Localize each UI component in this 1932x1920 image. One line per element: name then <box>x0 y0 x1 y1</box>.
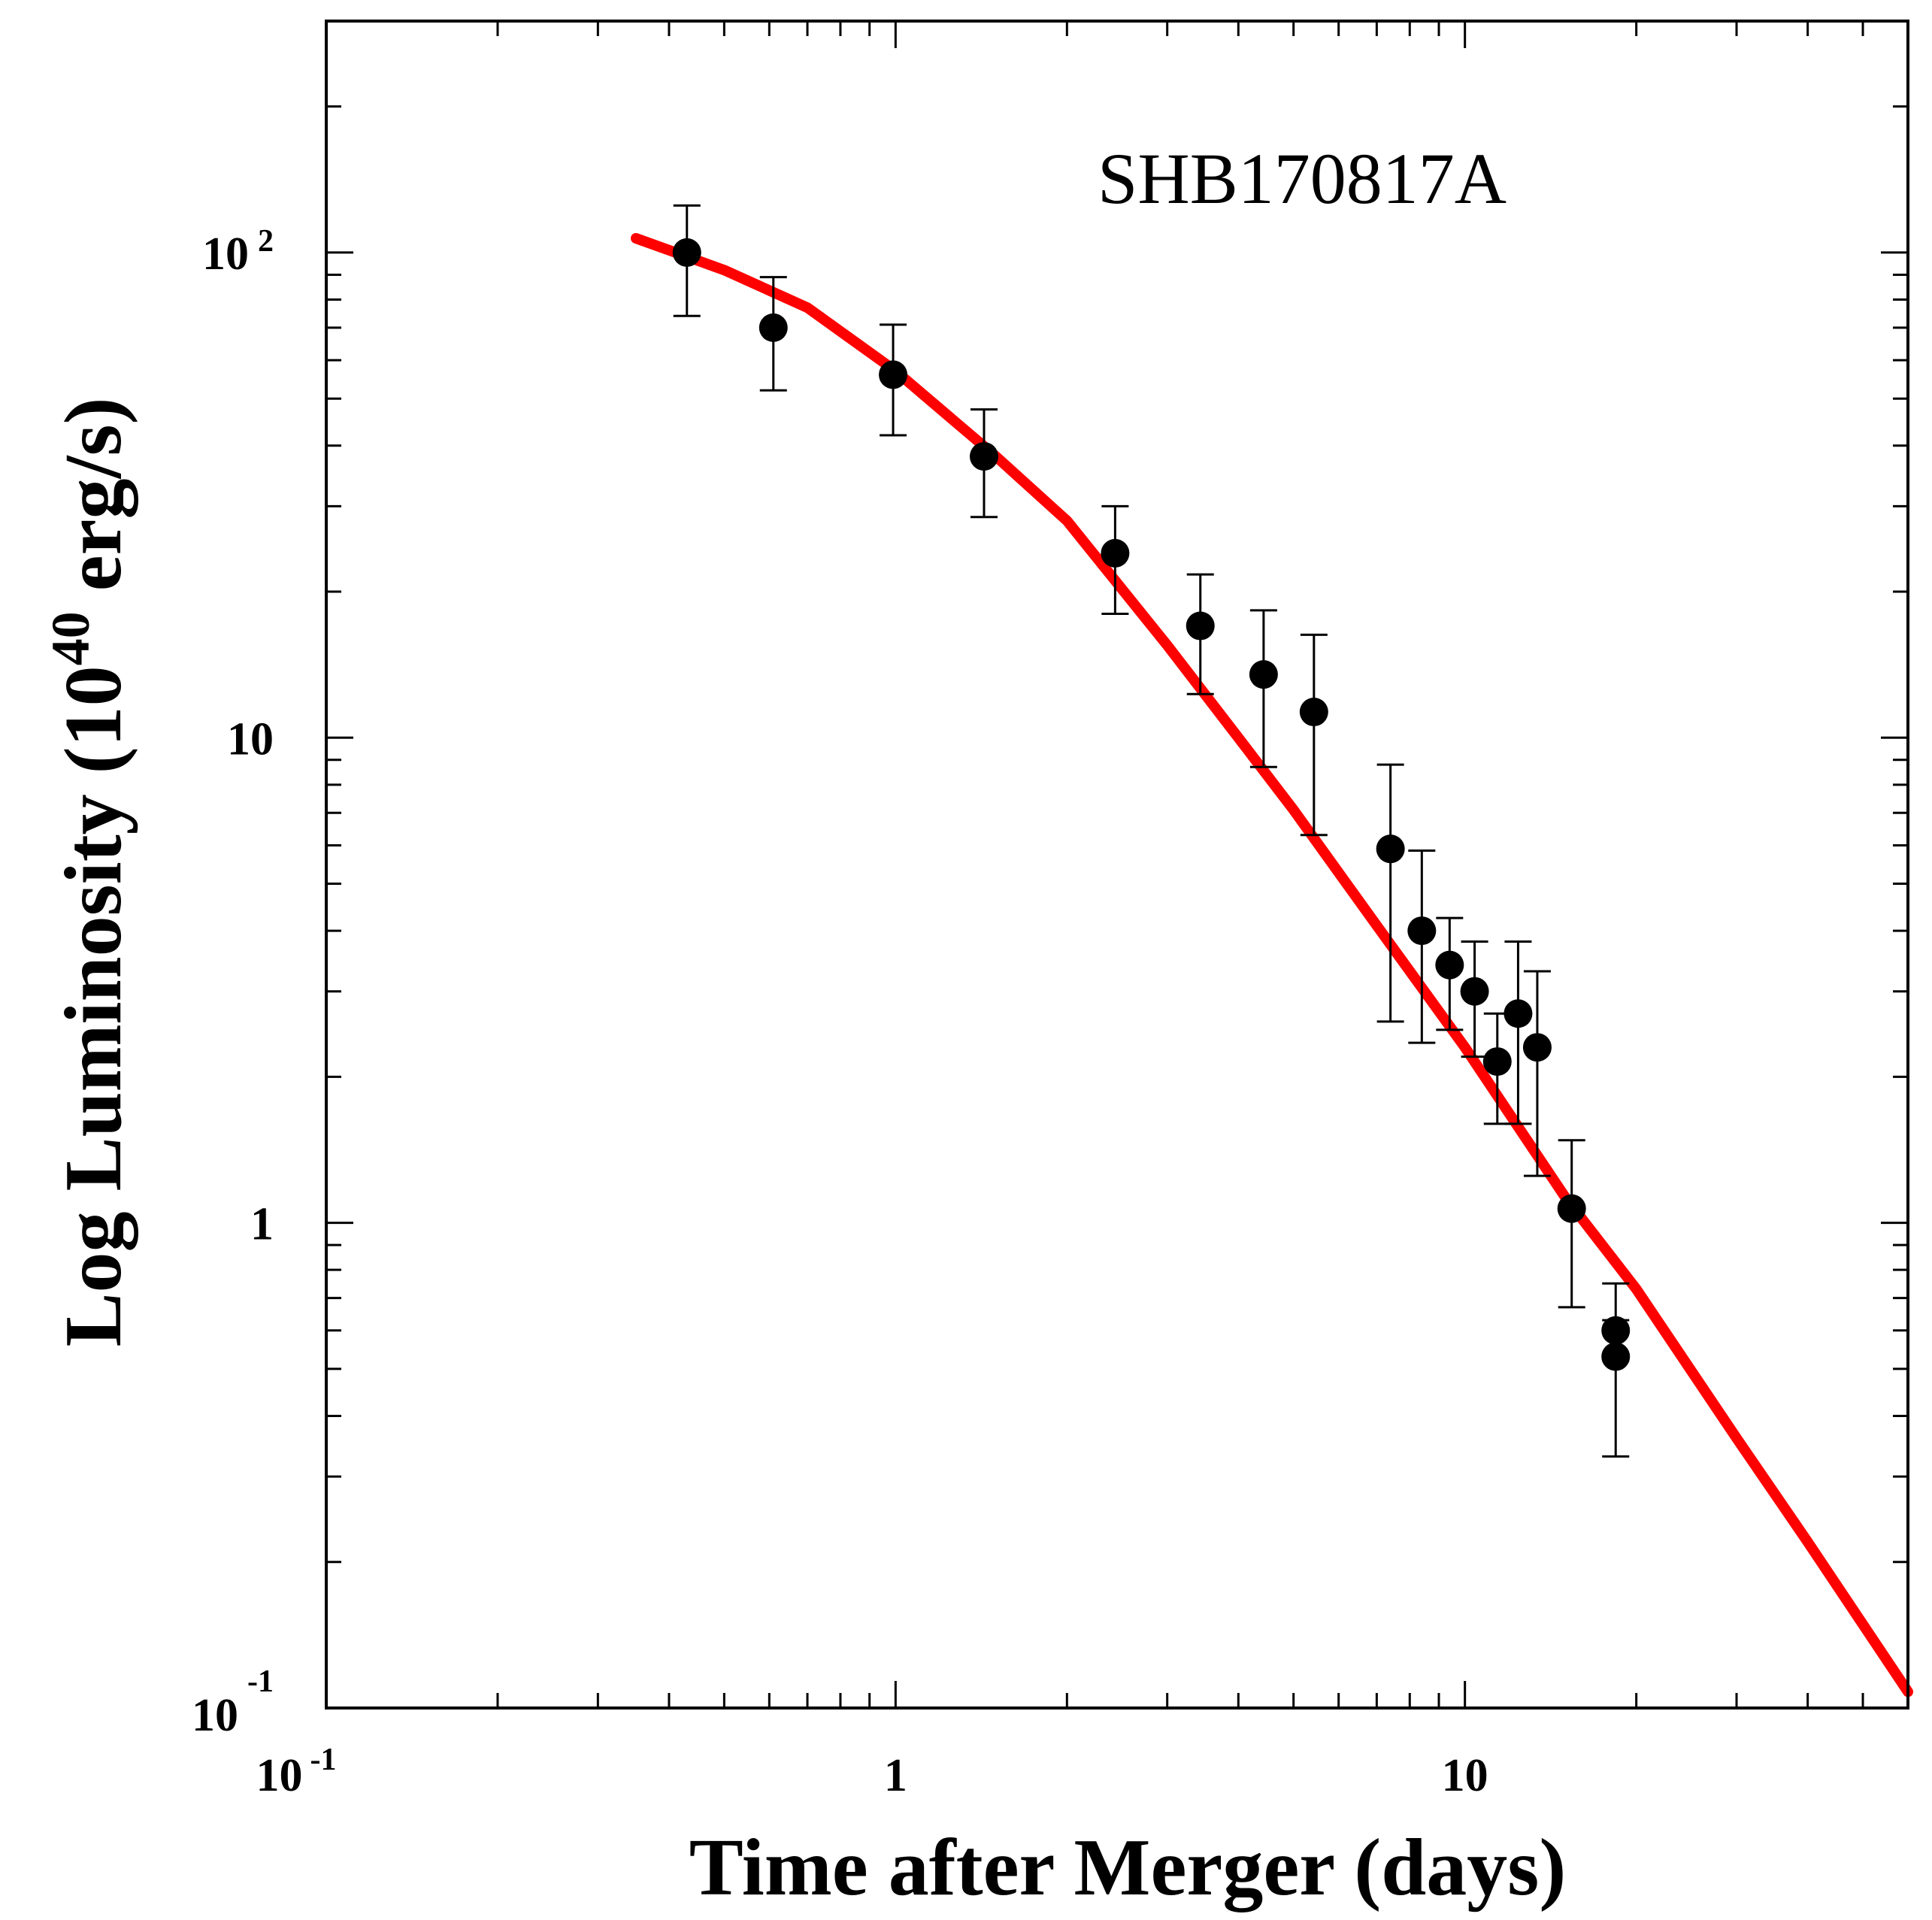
data-point <box>672 238 701 267</box>
minor-ticks <box>326 20 1909 1708</box>
data-point <box>879 360 908 389</box>
x-tick-labels: 10 -1 1 10 <box>256 1743 1488 1801</box>
data-point <box>1522 1033 1552 1062</box>
data-point <box>1376 834 1405 864</box>
y-tick-label: 10 2 <box>202 224 274 280</box>
y-axis-label-suffix: erg/s) <box>49 397 138 611</box>
series-lines <box>325 233 1913 1710</box>
error-bar <box>1376 763 1404 1023</box>
y-tick-labels: 10-1 1 10 10 2 <box>192 224 274 1741</box>
y-axis-label-exponent: 40 <box>41 611 101 665</box>
y-tick-label: 10 <box>227 713 274 765</box>
data-points <box>672 238 1631 1371</box>
data-point <box>1504 999 1533 1028</box>
error-bar <box>1504 940 1532 1125</box>
error-bar <box>1558 1139 1585 1309</box>
y-tick-label: 10-1 <box>192 1664 274 1741</box>
data-point <box>1186 611 1215 641</box>
x-axis-label: Time after Merger (days) <box>689 1823 1567 1912</box>
data-point <box>1482 1047 1512 1077</box>
x-tick-label: 1 <box>884 1750 907 1801</box>
chart-annotation: SHB170817A <box>1098 138 1507 219</box>
y-tick-label: 1 <box>250 1199 274 1250</box>
data-point <box>1249 660 1278 689</box>
y-axis-label-prefix: Log Luminosity (10 <box>49 665 138 1346</box>
data-point <box>969 442 998 471</box>
data-point <box>1601 1342 1631 1371</box>
plot-frame <box>325 20 1909 1710</box>
y-axis-label: Log Luminosity (1040 erg/s) <box>41 397 138 1346</box>
x-tick-label: 10 -1 <box>256 1743 337 1801</box>
data-point <box>1407 916 1437 946</box>
data-point <box>1460 977 1489 1006</box>
data-point <box>1101 538 1130 568</box>
error-bars <box>673 204 1630 1458</box>
data-point <box>1299 698 1328 727</box>
data-point <box>1435 950 1464 980</box>
model-curve <box>631 233 1913 1697</box>
data-point <box>1557 1194 1586 1223</box>
major-ticks <box>325 21 1908 1710</box>
error-bar <box>1523 970 1551 1177</box>
data-point <box>1601 1316 1631 1345</box>
data-point <box>759 313 788 342</box>
x-tick-label: 10 <box>1442 1750 1488 1801</box>
error-bar <box>1300 633 1328 837</box>
error-bar <box>1408 849 1436 1044</box>
